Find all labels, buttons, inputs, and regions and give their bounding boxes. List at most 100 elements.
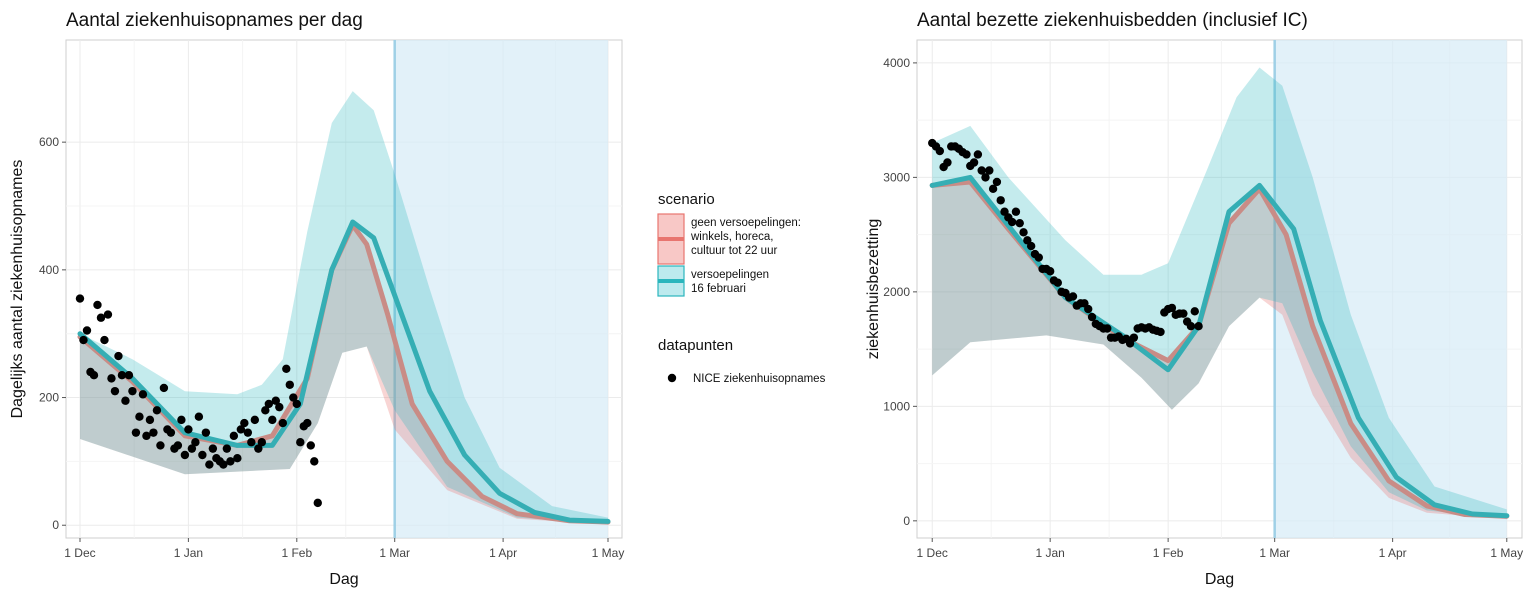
x-tick-label: 1 Mar [379, 546, 410, 560]
data-point [313, 498, 322, 508]
legend-scenario-label: winkels, horeca, [690, 231, 773, 243]
data-point [128, 386, 137, 396]
data-point [1026, 241, 1036, 251]
data-point [82, 326, 92, 335]
data-point [1103, 324, 1112, 333]
chart-title: Aantal bezette ziekenhuisbedden (inclusi… [917, 10, 1308, 31]
data-point [1068, 292, 1078, 301]
data-point [124, 370, 134, 380]
data-point [100, 335, 109, 345]
x-tick-label: 1 Dec [917, 546, 948, 560]
data-point [981, 173, 990, 182]
legend: scenario geen versoepelingen: winkels, ho… [657, 191, 826, 385]
data-point [988, 184, 998, 194]
data-point [992, 177, 1002, 187]
data-point [935, 146, 945, 156]
data-point [243, 428, 253, 437]
data-point [173, 441, 183, 450]
data-point [166, 428, 176, 437]
legend-scenario-title: scenario [658, 191, 715, 208]
y-tick-label: 1000 [883, 399, 910, 413]
legend-points-label: NICE ziekenhuisopnames [693, 373, 826, 385]
y-tick-label: 200 [39, 391, 59, 405]
data-point [289, 393, 298, 402]
data-point [156, 441, 165, 450]
data-point [1045, 267, 1055, 276]
data-point [117, 370, 127, 380]
data-point [184, 425, 193, 434]
ribbon-series-0 [932, 182, 1507, 520]
data-point [973, 150, 983, 159]
data-point [943, 158, 952, 167]
data-point [285, 380, 294, 389]
data-point [268, 415, 277, 425]
line-series-1 [929, 174, 1510, 519]
data-point [226, 457, 235, 466]
legend-points-title: datapunten [658, 337, 733, 354]
data-point [1190, 307, 1199, 316]
ribbon-series-1 [80, 91, 608, 525]
data-point [278, 418, 288, 428]
data-point [985, 166, 994, 175]
data-point [1011, 207, 1021, 216]
beds-panel: Aantal bezette ziekenhuisbedden (inclusi… [865, 10, 1523, 588]
x-tick-label: 1 Apr [1379, 546, 1407, 560]
x-axis-title: Dag [1205, 571, 1234, 588]
y-tick-label: 400 [39, 263, 59, 277]
data-point [261, 406, 270, 415]
x-tick-label: 1 Feb [1153, 546, 1184, 560]
data-point [159, 383, 169, 393]
data-point [977, 166, 986, 175]
data-point [1019, 228, 1028, 237]
data-point [145, 415, 155, 425]
data-point [1015, 218, 1024, 228]
data-point [75, 294, 85, 303]
data-point [236, 425, 246, 434]
x-tick-label: 1 Jan [174, 546, 203, 560]
data-point [306, 441, 315, 450]
y-tick-label: 2000 [883, 285, 910, 299]
data-point [96, 313, 106, 322]
data-point [233, 453, 242, 463]
data-point [135, 412, 144, 421]
data-point [282, 364, 291, 374]
data-point [1034, 253, 1043, 262]
chart-title: Aantal ziekenhuisopnames per dag [66, 10, 363, 31]
data-point [1186, 322, 1196, 331]
y-axis-title: Dagelijks aantal ziekenhuisopnames [9, 160, 26, 419]
admissions-panel: Aantal ziekenhuisopnames per dag 1 Dec 1 J… [9, 10, 624, 588]
data-point [254, 444, 263, 453]
data-point [110, 386, 120, 396]
data-point [229, 431, 239, 441]
ribbon-series-1 [932, 67, 1507, 519]
data-point [264, 399, 274, 409]
data-point [296, 438, 305, 447]
data-point [187, 444, 197, 453]
data-point [107, 374, 116, 383]
data-point [257, 438, 267, 447]
y-tick-label: 3000 [883, 170, 910, 184]
y-tick-label: 4000 [883, 56, 910, 70]
legend-point-symbol [667, 373, 677, 383]
data-point [191, 438, 200, 447]
data-point [247, 438, 256, 447]
legend-scenario-label: geen versoepelingen: [691, 217, 801, 229]
x-tick-label: 1 Feb [281, 546, 312, 560]
x-tick-label: 1 Jan [1035, 546, 1064, 560]
data-point [201, 428, 211, 437]
data-point [114, 351, 123, 361]
data-point [292, 399, 301, 409]
data-point [194, 412, 204, 421]
data-point [1087, 312, 1097, 322]
legend-scenario-label: versoepelingen [691, 269, 769, 281]
data-point [121, 396, 130, 405]
data-point [1053, 278, 1062, 287]
x-tick-label: 1 Mar [1259, 546, 1290, 560]
x-tick-label: 1 Apr [489, 546, 517, 560]
data-point [1194, 322, 1203, 331]
data-point [219, 460, 228, 469]
data-point [996, 196, 1005, 205]
data-point [131, 428, 141, 437]
data-point [152, 406, 162, 415]
